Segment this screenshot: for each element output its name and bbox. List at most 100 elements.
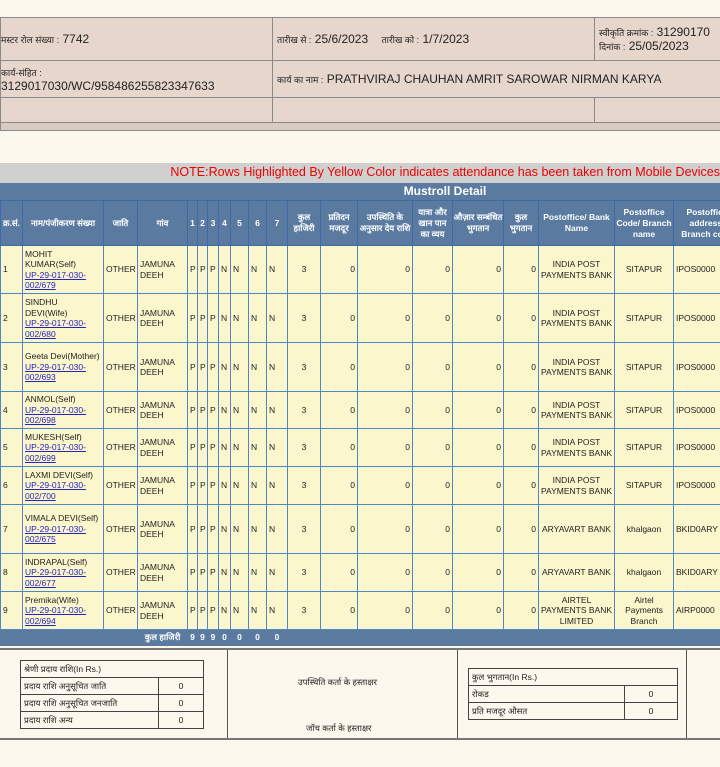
- date-from: 25/6/2023: [314, 32, 369, 46]
- amount-due: 0: [357, 591, 413, 630]
- worker-name: MUKESH(Self): [25, 431, 82, 442]
- sanction-cell: स्वीकृति क्रमांक : 31290170 दिनांक : 25/0…: [594, 17, 720, 61]
- attendance-day-5: N: [230, 245, 249, 294]
- day-total: 9: [187, 629, 198, 646]
- branch-code: BKID0ARY: [673, 504, 720, 554]
- registration-link[interactable]: UP-29-017-030-002/677: [25, 567, 86, 588]
- worker-cell: Premika(Wife) UP-29-017-030-002/694: [22, 591, 104, 630]
- village: JAMUNA DEEH: [137, 466, 188, 505]
- total-attendance: 3: [287, 504, 321, 554]
- branch-code: IPOS0000: [673, 391, 720, 429]
- column-header: Postoffice Code/ Branch name: [614, 200, 674, 246]
- attendance-day-2: P: [197, 466, 208, 505]
- village: JAMUNA DEEH: [137, 293, 188, 343]
- registration-link[interactable]: UP-29-017-030-002/694: [25, 605, 86, 626]
- column-header: गांव: [137, 200, 188, 246]
- attendance-day-1: P: [187, 553, 198, 592]
- table-row: 7 VIMALA DEVI(Self) UP-29-017-030-002/675 O…: [0, 504, 720, 554]
- branch-name: SITAPUR: [614, 293, 674, 343]
- worker-name: ANMOL(Self): [25, 394, 76, 405]
- sanction-label: स्वीकृति क्रमांक :: [599, 28, 654, 38]
- serial-no: 3: [0, 342, 23, 392]
- serial-no: 5: [0, 428, 23, 467]
- attendance-day-1: P: [187, 293, 198, 343]
- attendance-day-1: P: [187, 591, 198, 630]
- caste: OTHER: [103, 591, 138, 630]
- attendance-day-2: P: [197, 591, 208, 630]
- attendance-day-2: P: [197, 553, 208, 592]
- total-attendance-label: कुल हाजिरी: [137, 629, 188, 646]
- attendance-day-6: N: [248, 342, 267, 392]
- travel-expense: 0: [412, 391, 453, 429]
- attendance-day-6: N: [248, 553, 267, 592]
- column-header: कुल हाजिरी: [287, 200, 321, 246]
- registration-link[interactable]: UP-29-017-030-002/680: [25, 318, 86, 339]
- column-header: Postoffice/ Bank Name: [538, 200, 615, 246]
- day-total: 9: [207, 629, 219, 646]
- category-value: 0: [158, 677, 204, 695]
- attendance-day-5: N: [230, 504, 249, 554]
- total-paid: 0: [503, 553, 539, 592]
- section-title: Mustroll Detail: [0, 183, 720, 200]
- attendance-day-7: N: [266, 245, 288, 294]
- bank-name: ARYAVART BANK: [538, 504, 615, 554]
- payment-value: 0: [624, 702, 678, 720]
- village: JAMUNA DEEH: [137, 342, 188, 392]
- serial-no: 9: [0, 591, 23, 630]
- attendance-day-5: N: [230, 553, 249, 592]
- attendance-day-2: P: [197, 342, 208, 392]
- daily-wage: 0: [320, 466, 358, 505]
- divider: [686, 650, 687, 738]
- attendance-day-3: P: [207, 466, 219, 505]
- branch-code: IPOS0000: [673, 293, 720, 343]
- category-amount-table: श्रेणी प्रदाय राशि(In Rs.) प्रदाय राशि अ…: [20, 660, 204, 729]
- amount-due: 0: [357, 553, 413, 592]
- category-value: 0: [158, 694, 204, 712]
- attendance-day-5: N: [230, 391, 249, 429]
- worker-cell: Geeta Devi(Mother) UP-29-017-030-002/693: [22, 342, 104, 392]
- serial-no: 2: [0, 293, 23, 343]
- amount-due: 0: [357, 466, 413, 505]
- worker-cell: ANMOL(Self) UP-29-017-030-002/698: [22, 391, 104, 429]
- payment-label: रोकड: [468, 685, 625, 703]
- attendance-day-4: N: [218, 245, 231, 294]
- column-header: 6: [248, 200, 267, 246]
- muster-roll-cell: मस्टर रोल संख्या : 7742: [0, 17, 273, 61]
- tools-payment: 0: [452, 553, 504, 592]
- registration-link[interactable]: UP-29-017-030-002/693: [25, 361, 86, 383]
- tools-payment: 0: [452, 342, 504, 392]
- serial-no: 8: [0, 553, 23, 592]
- category-label: प्रदाय राशि अनुसूचित जाति: [20, 677, 159, 695]
- attendance-day-6: N: [248, 504, 267, 554]
- total-attendance: 3: [287, 591, 321, 630]
- attendance-day-4: N: [218, 466, 231, 505]
- attendance-day-7: N: [266, 293, 288, 343]
- bank-name: INDIA POST PAYMENTS BANK: [538, 391, 615, 429]
- caste: OTHER: [103, 553, 138, 592]
- category-value: 0: [158, 711, 204, 729]
- registration-link[interactable]: UP-29-017-030-002/679: [25, 269, 86, 291]
- bank-name: INDIA POST PAYMENTS BANK: [538, 293, 615, 343]
- attendance-day-5: N: [230, 466, 249, 505]
- serial-no: 6: [0, 466, 23, 505]
- column-header: प्रतिदन मजदूर: [320, 200, 358, 246]
- attendance-day-3: P: [207, 391, 219, 429]
- column-header: उपस्थिति के अनुसार देय राशि: [357, 200, 413, 246]
- registration-link[interactable]: UP-29-017-030-002/698: [25, 404, 86, 426]
- attendance-day-2: P: [197, 293, 208, 343]
- empty-cell: [0, 97, 273, 123]
- worker-cell: MUKESH(Self) UP-29-017-030-002/699: [22, 428, 104, 467]
- registration-link[interactable]: UP-29-017-030-002/700: [25, 480, 86, 501]
- registration-link[interactable]: UP-29-017-030-002/675: [25, 523, 86, 545]
- table-row: 8 INDRAPAL(Self) UP-29-017-030-002/677 OTHE…: [0, 553, 720, 592]
- registration-link[interactable]: UP-29-017-030-002/699: [25, 442, 86, 463]
- column-header: 2: [197, 200, 208, 246]
- attendance-day-7: N: [266, 504, 288, 554]
- attendance-day-3: P: [207, 553, 219, 592]
- branch-code: BKID0ARY: [673, 553, 720, 592]
- total-attendance: 3: [287, 428, 321, 467]
- sanction-date: 25/05/2023: [628, 39, 689, 53]
- attendance-taker-signature: उपस्थिति कर्ता के हस्ताक्षर: [298, 677, 377, 687]
- column-header: 1: [187, 200, 198, 246]
- total-paid: 0: [503, 466, 539, 505]
